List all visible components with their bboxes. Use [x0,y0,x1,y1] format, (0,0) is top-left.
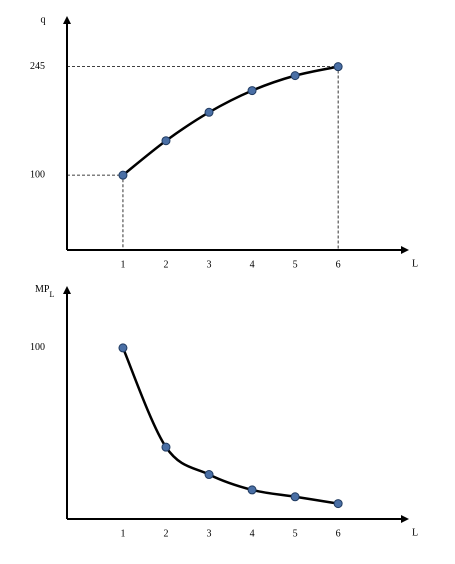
x-tick-label: 6 [336,259,341,270]
data-point [161,136,171,146]
curve [121,347,339,505]
y-tick-label: 245 [30,61,45,72]
x-tick-label: 3 [207,528,212,539]
guide-line [67,66,339,250]
y-tick-label: 100 [30,342,45,353]
guide-line [67,174,124,250]
x-tick-label: 1 [120,528,125,539]
x-tick-label: 5 [293,259,298,270]
y-tick-label: 100 [30,169,45,180]
data-point [290,71,300,81]
data-point [290,492,300,502]
x-tick-label: 2 [163,528,168,539]
data-point [204,470,214,480]
x-tick-label: 3 [207,259,212,270]
data-point [118,170,128,180]
data-point [247,86,257,96]
x-tick-label: 1 [120,259,125,270]
curve [122,65,339,177]
y-axis-label-sub: L [49,290,54,299]
data-point [118,343,128,353]
x-axis-label: L [412,527,418,538]
x-tick-label: 4 [250,259,255,270]
data-point [333,499,343,509]
data-point [333,62,343,72]
data-point [204,107,214,117]
x-tick-label: 4 [250,528,255,539]
x-tick-label: 5 [293,528,298,539]
y-axis-label: MPL [35,284,54,299]
y-axis-label: q [41,14,46,25]
x-tick-label: 6 [336,528,341,539]
data-point [247,485,257,495]
x-tick-label: 2 [163,259,168,270]
y-axis-label-main: MP [35,284,50,295]
x-axis-label: L [412,258,418,269]
data-point [161,442,171,452]
